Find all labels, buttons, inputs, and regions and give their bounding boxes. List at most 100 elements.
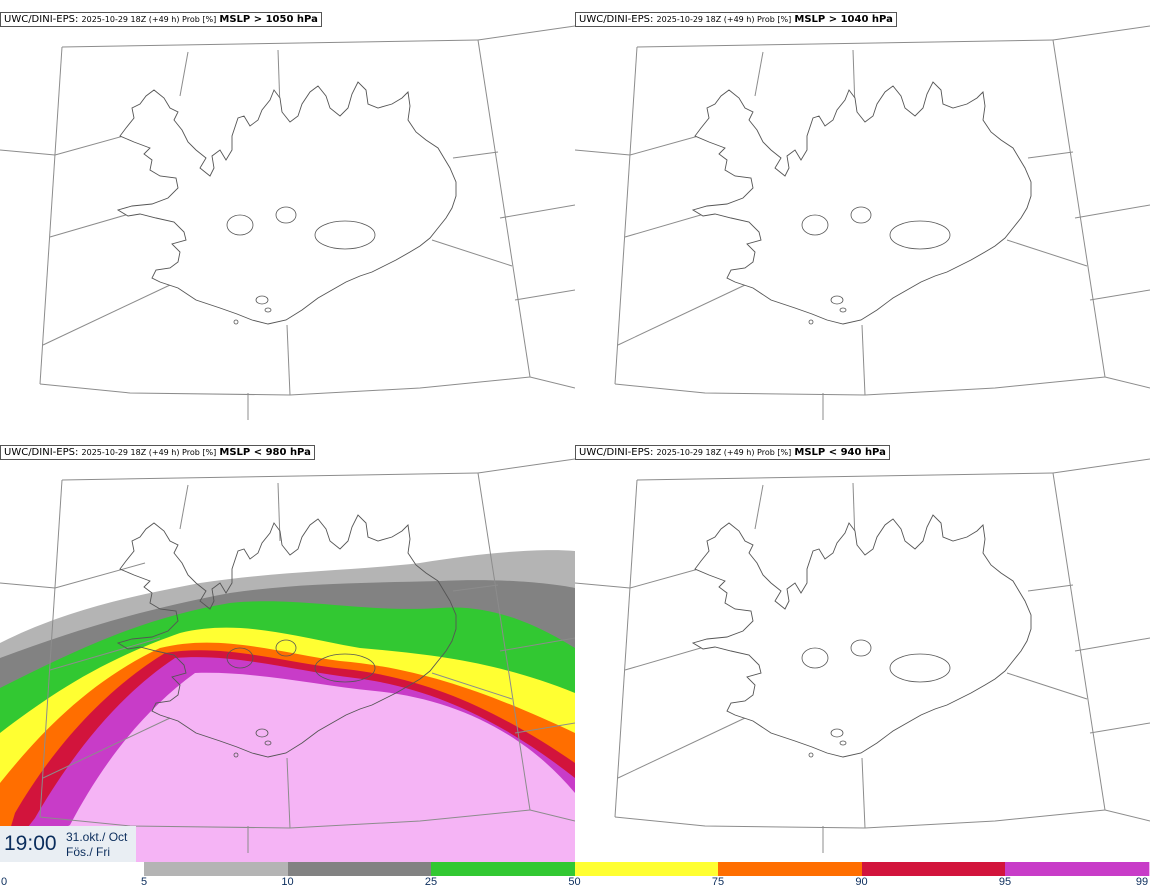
colorbar-segment xyxy=(574,862,718,876)
colorbar-segment xyxy=(1148,862,1150,876)
islet-outline xyxy=(314,653,376,683)
islet-outline xyxy=(808,752,814,758)
islet-outline xyxy=(850,206,872,224)
graticule-line xyxy=(1089,722,1150,734)
islet-outline xyxy=(233,752,239,758)
islet-outline xyxy=(801,647,829,669)
graticule-line xyxy=(42,717,171,779)
graticule-line xyxy=(575,149,631,156)
graticule-line xyxy=(477,25,575,41)
graticule-line xyxy=(1006,672,1088,700)
graticule-line xyxy=(61,39,479,48)
graticule-line xyxy=(431,672,513,700)
graticule-line xyxy=(452,584,499,592)
graticule xyxy=(0,25,575,420)
graticule-line xyxy=(499,204,575,219)
islet-outline xyxy=(889,220,951,250)
valid-time-hour: 19:00 xyxy=(4,832,57,855)
graticule-line xyxy=(39,479,63,818)
colorbar-tick-label: 0 xyxy=(0,876,8,888)
map-panel-mslp-gt-1050: UWC/DINI-EPS: 2025-10-29 18Z (+49 h) Pro… xyxy=(0,0,575,430)
iceland-outline xyxy=(116,514,457,758)
islet-outline xyxy=(255,728,269,738)
graticule-line xyxy=(0,149,56,156)
iceland-coastline xyxy=(116,81,457,325)
graticule-line xyxy=(431,239,513,267)
graticule-line xyxy=(1052,458,1150,474)
islet-outline xyxy=(839,307,847,313)
graticule-line xyxy=(286,757,291,829)
islet-outline xyxy=(801,214,829,236)
iceland-outline xyxy=(691,514,1032,758)
graticule-line xyxy=(1027,151,1074,159)
graticule-line xyxy=(1074,204,1150,219)
colorbar-segment xyxy=(718,862,862,876)
islet-outline xyxy=(264,307,272,313)
panel-title: UWC/DINI-EPS: 2025-10-29 18Z (+49 h) Pro… xyxy=(575,445,890,460)
colorbar-segment xyxy=(431,862,575,876)
islet-outline xyxy=(226,214,254,236)
graticule-line xyxy=(39,376,531,396)
colorbar-segment xyxy=(1005,862,1149,876)
iceland-coastline xyxy=(116,514,457,758)
map-panel-mslp-lt-940: UWC/DINI-EPS: 2025-10-29 18Z (+49 h) Pro… xyxy=(575,433,1150,863)
colorbar-tick-label: 99 xyxy=(1135,876,1149,888)
graticule-line xyxy=(286,324,291,396)
colorbar-segment xyxy=(144,862,288,876)
map-panel-mslp-gt-1040: UWC/DINI-EPS: 2025-10-29 18Z (+49 h) Pro… xyxy=(575,0,1150,430)
graticule-line xyxy=(754,51,764,97)
iceland-coastline xyxy=(691,514,1032,758)
graticule-line xyxy=(452,151,499,159)
graticule-line xyxy=(617,284,746,346)
islet-outline xyxy=(850,639,872,657)
graticule-line xyxy=(861,324,866,396)
graticule-line xyxy=(1104,376,1150,389)
graticule-line xyxy=(1052,39,1106,378)
islet-outline xyxy=(264,740,272,746)
graticule-line xyxy=(477,458,575,474)
map-canvas xyxy=(0,25,575,420)
graticule-line xyxy=(1006,239,1088,267)
graticule-line xyxy=(861,757,866,829)
valid-time-box: 19:00 31.okt./ Oct Fös./ Fri xyxy=(0,826,136,863)
islet-outline xyxy=(233,319,239,325)
graticule-line xyxy=(499,637,575,652)
graticule-line xyxy=(1089,289,1150,301)
graticule-line xyxy=(754,484,764,530)
graticule-line xyxy=(1052,25,1150,41)
graticule-line xyxy=(529,809,575,822)
colorbar-tick-label: 75 xyxy=(711,876,725,888)
graticule-line xyxy=(42,284,171,346)
graticule-line xyxy=(575,582,631,589)
iceland-outline xyxy=(691,81,1032,325)
map-canvas xyxy=(575,25,1150,420)
colorbar-segment xyxy=(0,862,144,876)
panel-title: UWC/DINI-EPS: 2025-10-29 18Z (+49 h) Pro… xyxy=(575,12,897,27)
graticule-line xyxy=(277,482,281,542)
map-panel-mslp-lt-980: UWC/DINI-EPS: 2025-10-29 18Z (+49 h) Pro… xyxy=(0,433,575,863)
graticule-line xyxy=(179,484,189,530)
graticule-line xyxy=(1027,584,1074,592)
valid-time-date: 31.okt./ Oct xyxy=(66,830,128,844)
islet-outline xyxy=(839,740,847,746)
islet-outline xyxy=(226,647,254,669)
islet-outline xyxy=(275,639,297,657)
graticule-line xyxy=(636,39,1054,48)
islet-outline xyxy=(808,319,814,325)
iceland-coastline xyxy=(691,81,1032,325)
graticule-line xyxy=(514,289,575,301)
probability-colorbar: 0 5 10 25 50 75 90 95 99 xyxy=(0,862,1150,891)
graticule-line xyxy=(477,39,531,378)
colorbar-tick-label: 10 xyxy=(281,876,294,888)
graticule-line xyxy=(49,637,161,671)
graticule-line xyxy=(1074,637,1150,652)
colorbar-tick-label: 50 xyxy=(568,876,581,888)
islet-outline xyxy=(275,206,297,224)
islet-outline xyxy=(830,728,844,738)
colorbar-segment xyxy=(861,862,1005,876)
graticule-line xyxy=(614,46,638,385)
graticule-line xyxy=(614,376,1106,396)
graticule-line xyxy=(179,51,189,97)
graticule xyxy=(0,458,575,853)
graticule-line xyxy=(617,717,746,779)
